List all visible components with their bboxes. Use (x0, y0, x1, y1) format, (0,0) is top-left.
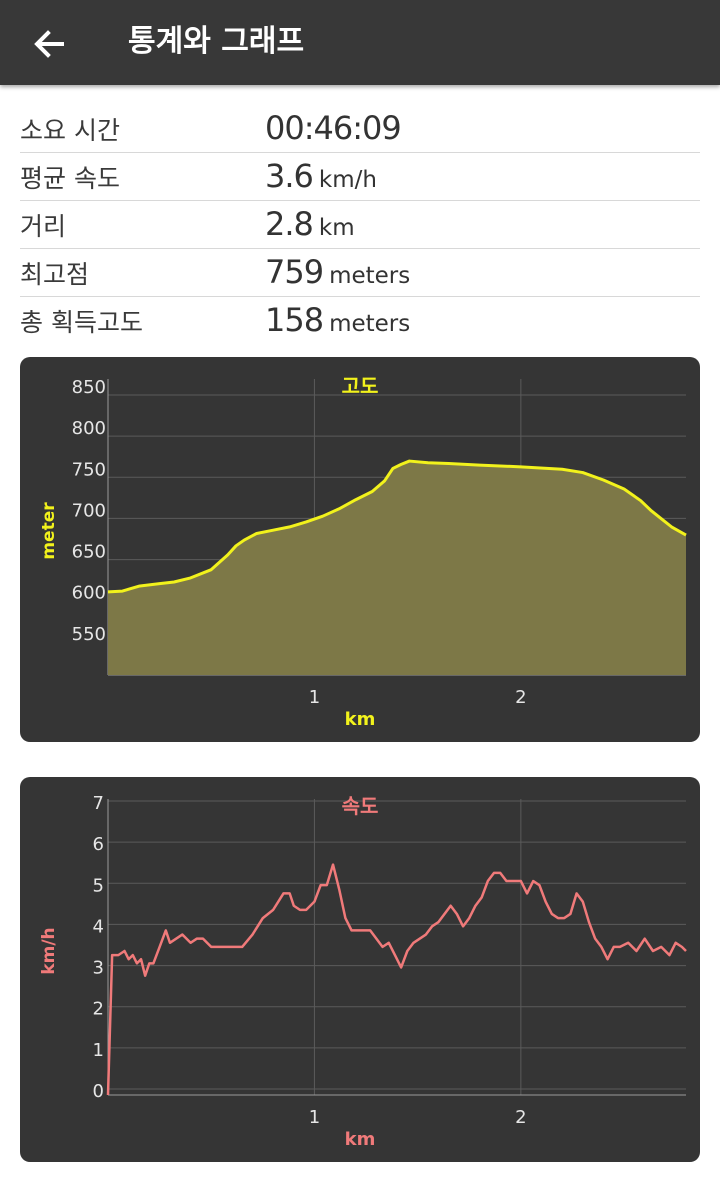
y-tick-label: 650 (72, 542, 106, 563)
x-tick-label: 1 (309, 1107, 320, 1128)
y-tick-label: 1 (93, 1040, 104, 1061)
back-button[interactable] (28, 22, 72, 66)
stat-number: 158 (265, 301, 324, 339)
stat-label: 거리 (20, 212, 67, 241)
y-tick-label: 600 (72, 583, 106, 604)
y-tick-label: 800 (72, 418, 106, 439)
x-axis-label: km (345, 709, 376, 730)
x-tick-label: 1 (309, 687, 320, 708)
stat-row-duration: 소요 시간 00:46:09 (20, 105, 700, 153)
y-axis-label: meter (39, 502, 59, 560)
page-title: 통계와 그래프 (128, 24, 305, 59)
y-axis-label: km/h (39, 927, 59, 974)
altitude-line (107, 459, 687, 594)
altitude-chart: 850 800 750 700 650 600 550 1 2 고도 km meter (39, 374, 687, 730)
speed-chart: 7 6 5 4 3 2 1 0 1 2 속도 km km/h (39, 793, 687, 1150)
speed-line (106, 863, 687, 1096)
stats-list: 소요 시간 00:46:09 평균 속도 3.6 km/h 거리 2.8 km 최고… (20, 105, 700, 344)
y-tick-label: 4 (93, 916, 104, 937)
stat-value: 2.8 km (265, 205, 355, 243)
arrow-left-icon (34, 30, 64, 58)
app-bar: 통계와 그래프 (0, 0, 720, 85)
y-tick-label: 550 (72, 624, 106, 645)
stat-row-avg-speed: 평균 속도 3.6 km/h (20, 153, 700, 201)
chart-title: 고도 (342, 374, 379, 398)
altitude-area (108, 461, 686, 675)
y-tick-label: 850 (72, 377, 106, 398)
stat-value: 158 meters (265, 301, 410, 339)
y-tick-label: 750 (72, 459, 106, 480)
stat-number: 3.6 (265, 157, 314, 195)
altitude-chart-card: 850 800 750 700 650 600 550 1 2 고도 km meter (20, 357, 700, 742)
y-tick-label: 0 (93, 1081, 104, 1102)
stat-number: 00:46:09 (265, 109, 402, 147)
stat-number: 759 (265, 253, 324, 291)
stat-value: 3.6 km/h (265, 157, 377, 195)
stat-unit: meters (329, 263, 411, 289)
x-tick-label: 2 (515, 1107, 526, 1128)
chart-title: 속도 (342, 794, 379, 818)
stat-label: 소요 시간 (20, 116, 120, 145)
stat-number: 2.8 (265, 205, 314, 243)
y-tick-label: 5 (93, 875, 104, 896)
y-tick-label: 3 (93, 958, 104, 979)
x-axis-label: km (345, 1129, 376, 1150)
x-tick-label: 2 (515, 687, 526, 708)
stat-unit: km (318, 215, 355, 241)
stat-label: 총 획득고도 (20, 308, 143, 337)
stat-unit: meters (329, 311, 411, 337)
y-tick-label: 2 (93, 999, 104, 1020)
speed-chart-card: 7 6 5 4 3 2 1 0 1 2 속도 km km/h (20, 777, 700, 1162)
stat-label: 평균 속도 (20, 164, 120, 193)
y-tick-label: 700 (72, 500, 106, 521)
stat-row-elevation-gain: 총 획득고도 158 meters (20, 297, 700, 344)
stat-label: 최고점 (20, 260, 90, 289)
stat-value: 00:46:09 (265, 109, 402, 147)
stat-value: 759 meters (265, 253, 410, 291)
stat-unit: km/h (318, 167, 377, 193)
y-tick-label: 6 (93, 834, 104, 855)
stat-row-max-altitude: 최고점 759 meters (20, 249, 700, 297)
y-tick-label: 7 (93, 793, 104, 814)
stat-row-distance: 거리 2.8 km (20, 201, 700, 249)
